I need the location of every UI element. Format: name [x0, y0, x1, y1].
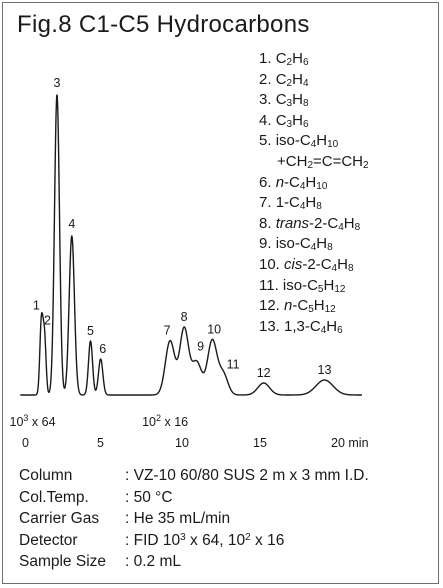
legend-number: 8. — [259, 214, 276, 232]
legend-item: 8. trans-2-C4H8 — [259, 214, 361, 233]
peak-label-4: 4 — [68, 217, 75, 231]
condition-row: Col.Temp. : 50 °C — [19, 487, 369, 509]
chromatogram-trace — [19, 94, 363, 396]
attenuation-label-2: 102 x 16 — [142, 413, 188, 429]
legend-item: 4. C3H6 — [259, 111, 309, 130]
x-tick-label-20: 20 min — [331, 436, 369, 450]
peak-label-2: 2 — [44, 313, 51, 327]
condition-row: Carrier Gas : He 35 mL/min — [19, 508, 369, 530]
condition-value: : VZ-10 60/80 SUS 2 m x 3 mm I.D. — [125, 467, 369, 484]
legend-number: 3. — [259, 91, 276, 109]
peak-label-11: 11 — [227, 358, 240, 372]
peak-label-6: 6 — [99, 342, 106, 356]
x-tick-label-15: 15 — [253, 436, 267, 450]
legend-item: 6. n-C4H10 — [259, 173, 328, 192]
legend-number: 7. — [259, 194, 276, 212]
legend-item: 11. iso-C5H12 — [259, 276, 346, 295]
condition-row: Sample Size : 0.2 mL — [19, 551, 369, 573]
peak-label-8: 8 — [181, 310, 188, 324]
legend-item: 10. cis-2-C4H8 — [259, 255, 354, 274]
legend-number: 10. — [259, 255, 285, 273]
legend-number: 5. — [259, 132, 276, 150]
x-tick-label-5: 5 — [97, 436, 104, 450]
legend-item: 2. C2H4 — [259, 70, 309, 89]
legend-number: 13. — [259, 317, 285, 335]
attenuation-label-1: 103 x 64 — [10, 413, 56, 429]
legend-item: 13. 1,3-C4H6 — [259, 317, 343, 336]
condition-value: : 50 °C — [125, 488, 173, 506]
x-tick-label-0: 0 — [22, 436, 29, 450]
peak-label-7: 7 — [164, 324, 171, 338]
peak-label-5: 5 — [87, 324, 94, 338]
legend-number: 11. — [259, 276, 283, 294]
legend-number: 9. — [259, 235, 276, 253]
condition-label: Col.Temp. — [19, 488, 89, 506]
figure-panel: Fig.8 C1-C5 Hydrocarbons 1 2 3 4 5 6 7 8 9 10 11 12… — [2, 2, 439, 584]
analysis-conditions: Column: VZ-10 60/80 SUS 2 m x 3 mm I.D. C… — [19, 465, 369, 573]
peak-label-9: 9 — [197, 340, 204, 354]
legend-item: 5. iso-C4H10 — [259, 132, 339, 151]
condition-label: Detector — [19, 531, 78, 549]
condition-value: : He 35 mL/min — [125, 510, 231, 528]
legend-number: 4. — [259, 111, 276, 129]
condition-row: Column : VZ-10 60/80 SUS 2 m x 3 mm I.D. — [19, 465, 369, 487]
legend-item: 7. 1-C4H8 — [259, 194, 322, 213]
condition-label: Column — [19, 467, 73, 484]
peak-label-10: 10 — [207, 322, 221, 336]
legend-item: +CH2=C=CH2 — [277, 152, 369, 171]
legend-number: 6. — [259, 173, 276, 191]
legend-number: 12. — [259, 297, 285, 315]
peak-legend: 1. C2H6 2. C2H4 3. C3H8 4. C3H6 5. iso-C4H10… — [259, 49, 369, 337]
peak-label-3: 3 — [54, 76, 61, 90]
peak-label-13: 13 — [318, 363, 332, 377]
figure-title: Fig.8 C1-C5 Hydrocarbons — [17, 11, 310, 38]
peak-label-1: 1 — [33, 298, 40, 312]
legend-item: 9. iso-C4H8 — [259, 235, 333, 254]
legend-number: 1. — [259, 50, 276, 67]
condition-label: Carrier Gas — [19, 510, 100, 528]
condition-label: Sample Size — [19, 553, 107, 571]
legend-item: 12. n-C5H12 — [259, 297, 336, 316]
condition-value: : 0.2 mL — [125, 553, 182, 571]
condition-value: : FID 103 x 64, 102 x 16 — [125, 531, 285, 549]
legend-number: 2. — [259, 70, 276, 88]
attenuation-labels: 103 x 64 102 x 16 — [10, 413, 189, 429]
peak-label-12: 12 — [257, 366, 271, 380]
x-tick-label-10: 10 — [175, 436, 189, 450]
condition-row: Detector : FID 103 x 64, 102 x 16 — [19, 530, 369, 552]
x-axis-ticks: 0 5 10 15 20 min — [22, 436, 369, 450]
legend-item: 1. C2H6 — [259, 50, 309, 68]
trace-layer — [19, 94, 363, 396]
legend-item: 3. C3H8 — [259, 91, 309, 110]
